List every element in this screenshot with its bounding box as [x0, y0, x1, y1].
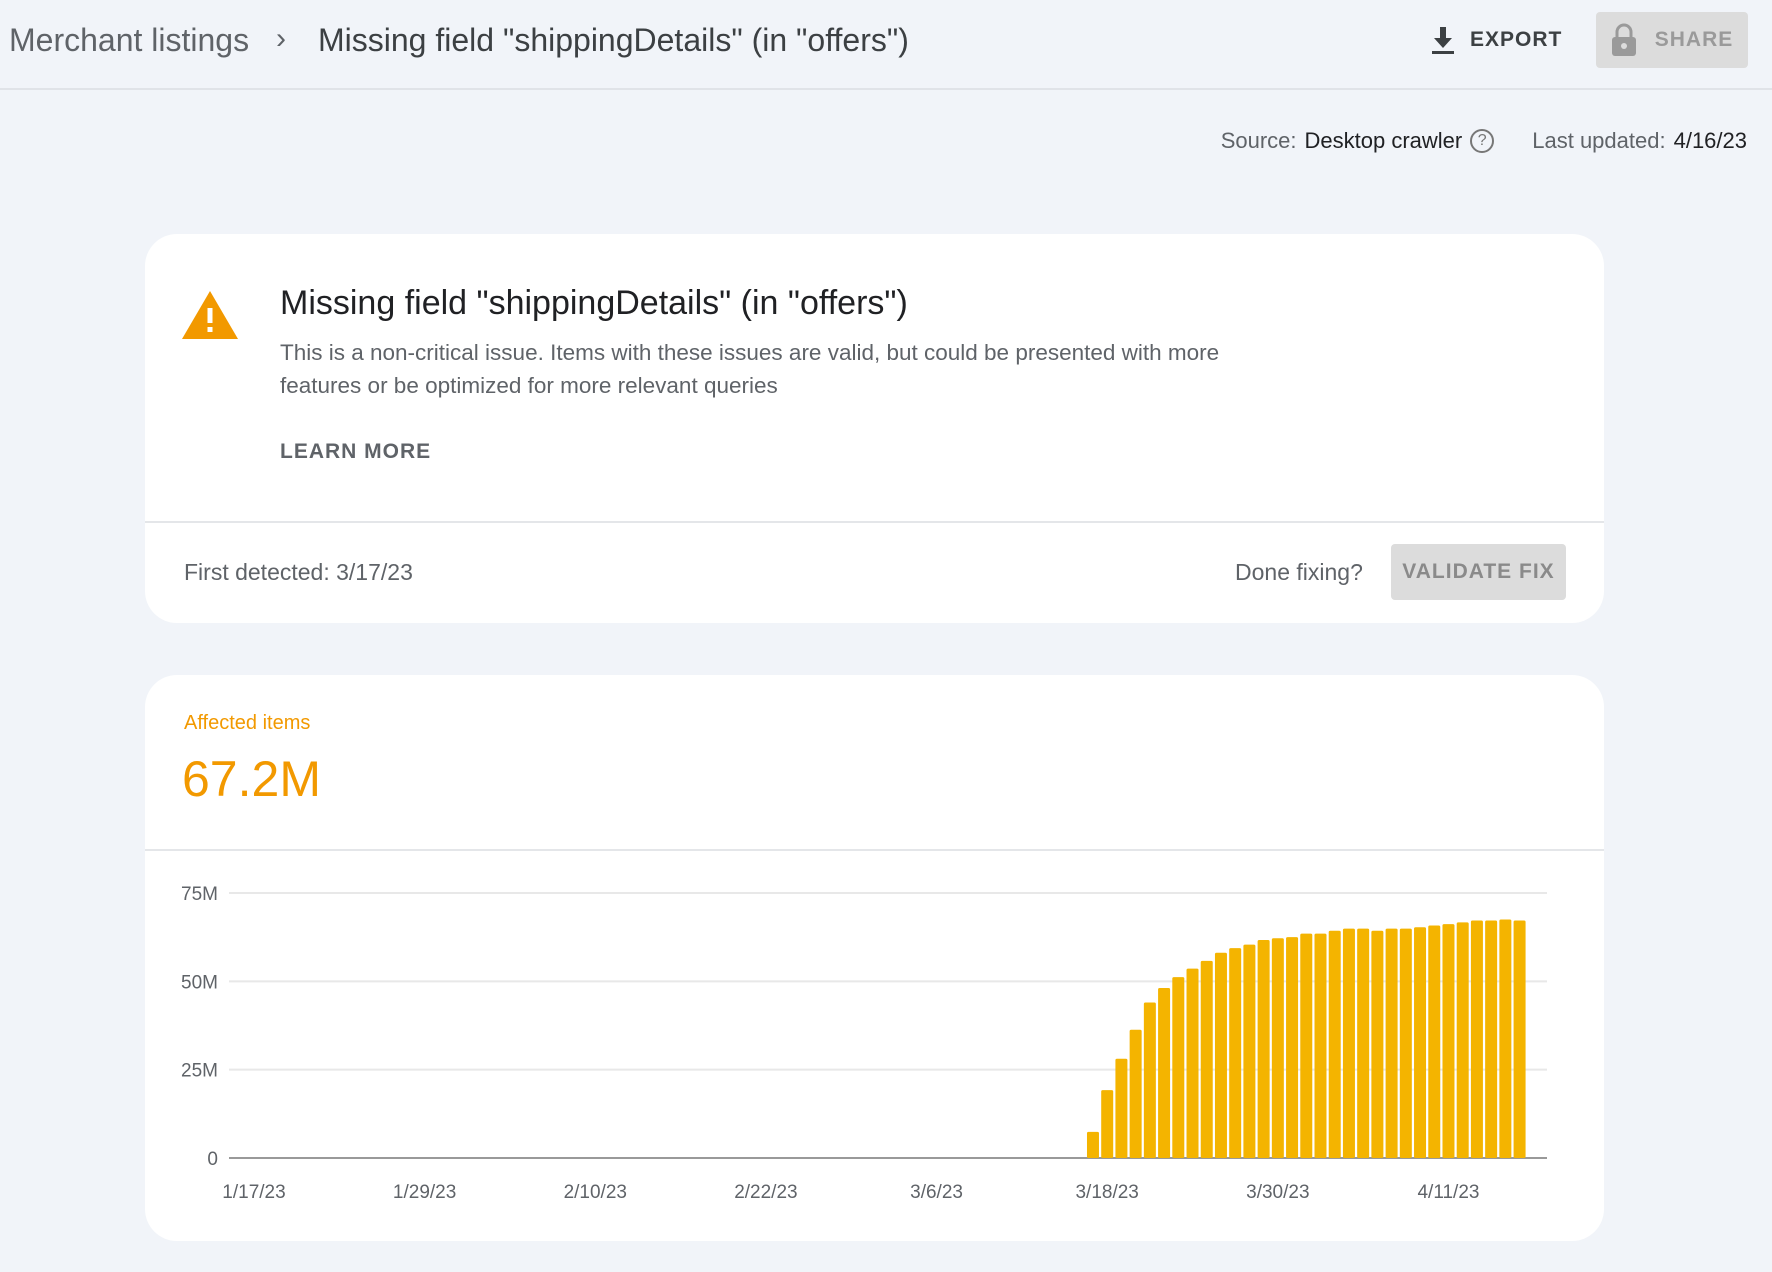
bar	[1485, 920, 1498, 1158]
x-tick-label: 2/22/23	[734, 1182, 797, 1203]
affected-items-label: Affected items	[184, 712, 311, 734]
bar	[1200, 960, 1213, 1158]
bar	[1143, 1002, 1156, 1158]
x-tick-label: 1/29/23	[393, 1182, 456, 1203]
bar	[1172, 977, 1185, 1158]
bar	[1513, 920, 1526, 1158]
bar	[1442, 924, 1455, 1158]
bar	[1357, 928, 1370, 1158]
bar	[1186, 968, 1199, 1158]
bar	[1414, 927, 1427, 1158]
bar	[1300, 933, 1313, 1158]
affected-items-value: 67.2M	[182, 751, 321, 807]
download-icon	[1432, 27, 1454, 54]
y-tick-label: 0	[207, 1149, 218, 1170]
validate-fix-button[interactable]: VALIDATE FIX	[1391, 544, 1566, 600]
header: Merchant listings › Missing field "shipp…	[0, 0, 1772, 90]
bar	[1271, 938, 1284, 1158]
y-tick-label: 75M	[181, 884, 218, 905]
x-tick-label: 3/18/23	[1075, 1182, 1138, 1203]
source-label: Source:	[1220, 128, 1297, 153]
bar	[1101, 1090, 1114, 1158]
issue-description: This is a non-critical issue. Items with…	[280, 340, 1220, 398]
share-label: SHARE	[1654, 28, 1734, 51]
x-tick-label: 2/10/23	[564, 1182, 627, 1203]
learn-more-link[interactable]: LEARN MORE	[280, 440, 432, 463]
done-fixing-label: Done fixing?	[1235, 559, 1363, 585]
breadcrumb-merchant-listings[interactable]: Merchant listings	[9, 22, 250, 58]
bar	[1086, 1131, 1099, 1158]
bar	[1257, 939, 1270, 1158]
bar	[1243, 944, 1256, 1158]
bar	[1456, 922, 1469, 1158]
report-meta: Source: Desktop crawler ? Last updated: …	[1221, 128, 1747, 154]
x-tick-label: 4/11/23	[1417, 1182, 1479, 1203]
y-tick-label: 25M	[181, 1061, 218, 1082]
bar	[1470, 920, 1483, 1158]
bar	[1371, 930, 1384, 1158]
share-button[interactable]: SHARE	[1596, 12, 1748, 68]
warning-icon	[182, 291, 238, 339]
bar	[1129, 1029, 1142, 1158]
y-tick-label: 50M	[181, 972, 218, 993]
bar	[1328, 930, 1341, 1158]
lock-icon	[1611, 23, 1636, 56]
updated-label: Last updated:	[1532, 128, 1666, 153]
affected-items-card: Affected items 67.2M 0 25M 50M 75M 1/17/23 1/…	[145, 675, 1604, 1241]
bar	[1286, 937, 1299, 1158]
source-value: Desktop crawler	[1304, 128, 1463, 153]
bar	[1399, 928, 1412, 1158]
breadcrumb-chevron-icon: ›	[276, 22, 286, 55]
divider	[145, 849, 1604, 851]
help-icon[interactable]: ?	[1470, 129, 1495, 153]
bar	[1385, 928, 1398, 1158]
bar	[1314, 933, 1327, 1158]
page-title: Missing field "shippingDetails" (in "off…	[318, 22, 909, 58]
bar	[1229, 948, 1242, 1158]
x-tick-label: 1/17/23	[222, 1182, 285, 1203]
divider	[145, 521, 1604, 523]
x-tick-label: 3/30/23	[1246, 1182, 1309, 1203]
export-button[interactable]: EXPORT	[1430, 18, 1562, 62]
export-label: EXPORT	[1470, 28, 1563, 51]
issue-title: Missing field "shippingDetails" (in "off…	[280, 284, 908, 322]
bar	[1342, 928, 1355, 1158]
bar	[1428, 925, 1441, 1158]
x-tick-label: 3/6/23	[910, 1182, 963, 1203]
issue-card: Missing field "shippingDetails" (in "off…	[145, 234, 1604, 623]
bar	[1214, 952, 1227, 1158]
bar	[1499, 919, 1512, 1158]
bar	[1158, 988, 1171, 1158]
updated-value: 4/16/23	[1673, 128, 1747, 153]
bar	[1115, 1058, 1128, 1158]
affected-items-chart: 0 25M 50M 75M 1/17/23 1/29/23 2/10/23 2/22/23 3/…	[181, 884, 1547, 1203]
first-detected: First detected: 3/17/23	[184, 559, 413, 585]
